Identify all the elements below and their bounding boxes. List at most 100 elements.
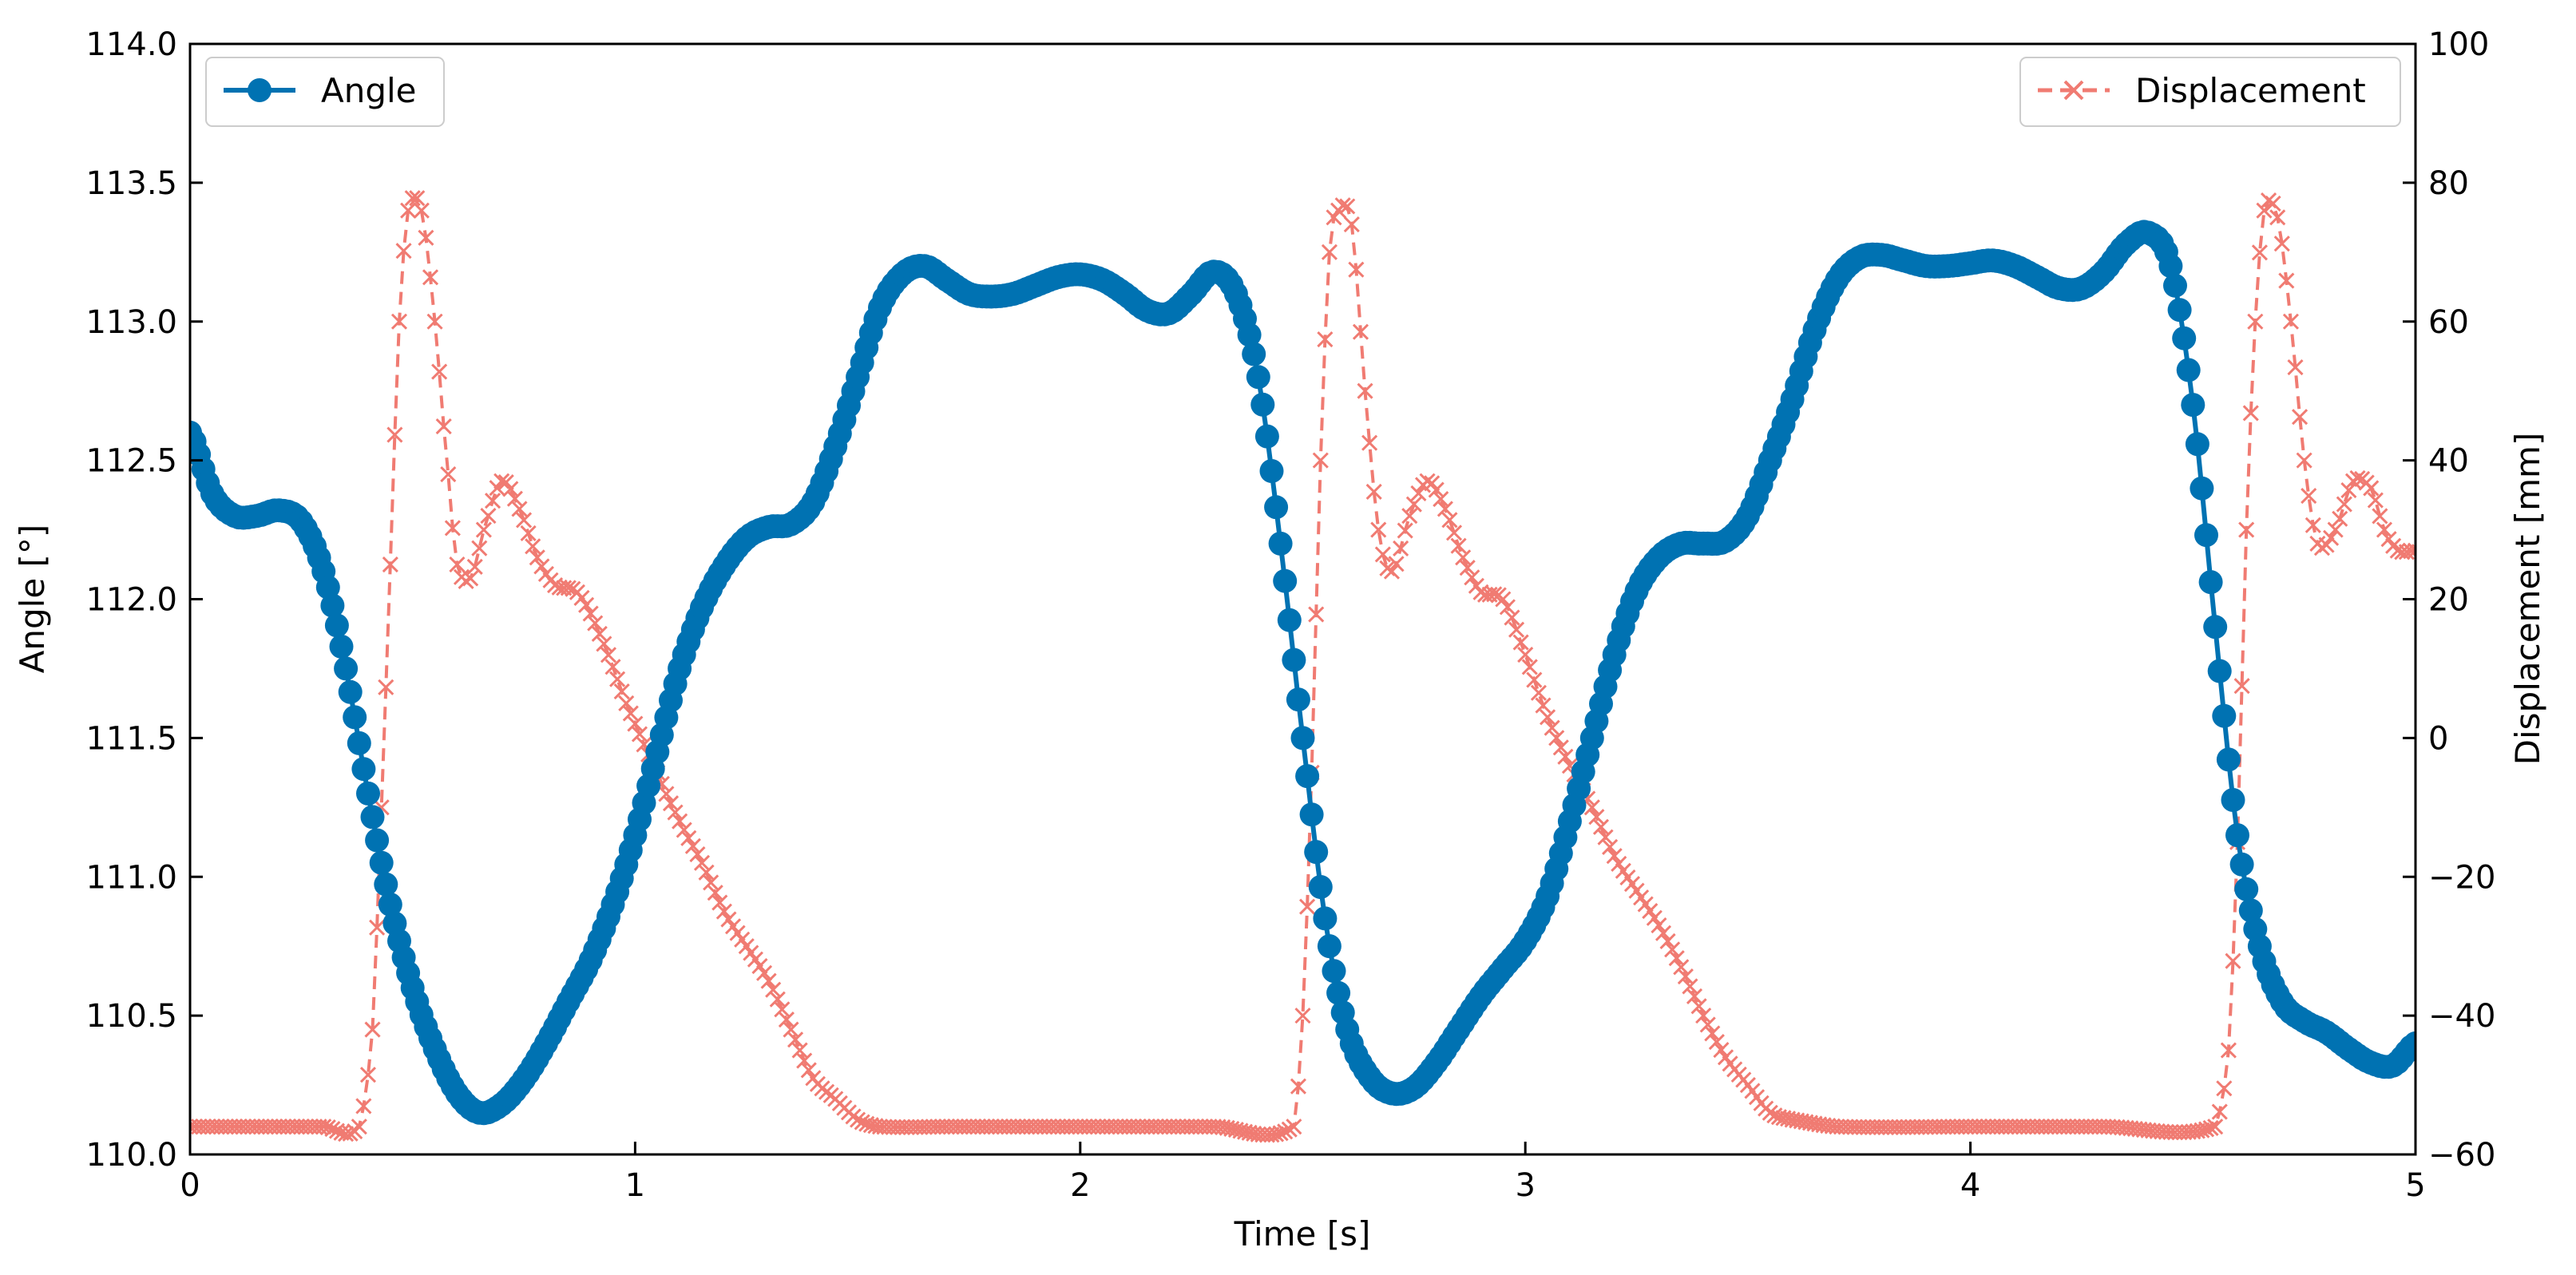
displacement-point <box>2287 359 2304 376</box>
displacement-point <box>658 786 675 802</box>
displacement-point <box>560 580 577 596</box>
angle-point <box>2158 254 2183 279</box>
displacement-point <box>435 418 452 435</box>
displacement-point <box>1428 481 1445 498</box>
displacement-point <box>680 830 697 846</box>
displacement-point <box>471 540 488 556</box>
legend-angle: Angle <box>205 57 445 127</box>
angle-point <box>2181 393 2205 418</box>
displacement-point <box>1592 818 1610 835</box>
displacement-point <box>1365 483 1382 500</box>
angle-point <box>2190 476 2214 501</box>
displacement-point <box>475 521 492 538</box>
displacement-point <box>1699 1016 1716 1033</box>
angle-point <box>1264 495 1289 520</box>
displacement-point <box>783 1021 799 1038</box>
displacement-point <box>662 795 680 812</box>
displacement-point <box>1535 697 1552 714</box>
displacement-point <box>1508 621 1525 638</box>
angle-point <box>2185 432 2209 457</box>
displacement-point <box>774 1001 791 1018</box>
displacement-point <box>2292 409 2308 426</box>
legend-angle-label: Angle <box>321 71 417 110</box>
angle-point <box>378 893 402 917</box>
displacement-point <box>355 1098 372 1115</box>
displacement-point <box>1682 978 1698 995</box>
y-left-tick-label: 114.0 <box>85 26 177 63</box>
displacement-point <box>1655 925 1672 941</box>
angle-point <box>324 613 349 638</box>
angle-point <box>1246 365 1270 390</box>
displacement-point <box>1646 909 1663 926</box>
displacement-point <box>2207 1119 2224 1135</box>
displacement-point <box>1606 848 1623 865</box>
displacement-point <box>378 679 394 695</box>
angle-point <box>1268 531 1293 556</box>
angle-point <box>2225 823 2249 848</box>
angle-point <box>2221 788 2245 812</box>
displacement-point <box>2363 480 2380 497</box>
displacement-point <box>2198 1121 2215 1138</box>
angle-point <box>1259 459 1284 483</box>
displacement-point <box>1308 606 1325 623</box>
displacement-point <box>1602 838 1619 856</box>
angle-point <box>1250 392 1275 417</box>
displacement-point <box>338 1126 355 1142</box>
displacement-point <box>1766 1107 1783 1124</box>
angle-point <box>369 850 394 875</box>
displacement-point <box>1651 917 1667 934</box>
displacement-point <box>2372 508 2388 525</box>
angle-point <box>2238 898 2263 923</box>
displacement-point <box>769 991 786 1008</box>
angle-point <box>1237 323 1262 347</box>
displacement-point <box>627 715 644 732</box>
displacement-point <box>2376 521 2393 538</box>
angle-point <box>1326 980 1351 1005</box>
displacement-point <box>533 558 550 575</box>
angle-point <box>1286 687 1310 712</box>
displacement-point <box>1272 1125 1289 1142</box>
angle-point <box>1308 875 1333 899</box>
displacement-point <box>1334 197 1351 214</box>
displacement-point <box>404 190 421 207</box>
displacement-point <box>591 625 608 643</box>
displacement-point <box>711 894 728 911</box>
displacement-point <box>2256 202 2273 219</box>
displacement-point <box>547 577 564 594</box>
displacement-point <box>800 1062 817 1079</box>
x-tick-label: 4 <box>1960 1167 1980 1204</box>
displacement-point <box>506 490 523 507</box>
displacement-point <box>515 512 533 529</box>
angle-point <box>2229 852 2254 877</box>
angle-point <box>365 828 390 853</box>
displacement-point <box>755 964 773 981</box>
displacement-point <box>1437 501 1453 517</box>
displacement-point <box>1557 748 1574 765</box>
series-layer <box>190 190 2415 1143</box>
displacement-point <box>319 1119 336 1136</box>
displacement-point <box>684 837 701 854</box>
displacement-point <box>1540 709 1556 726</box>
displacement-point <box>2305 517 2321 533</box>
displacement-point <box>328 1123 346 1139</box>
displacement-point <box>1472 584 1489 600</box>
y-left-tick-label: 113.0 <box>85 304 177 341</box>
displacement-point <box>1294 1008 1311 1024</box>
x-tick-label: 0 <box>180 1167 200 1204</box>
displacement-point <box>1588 809 1605 826</box>
displacement-point <box>791 1042 808 1059</box>
displacement-point <box>449 556 466 573</box>
angle-point <box>1242 342 1266 366</box>
displacement-point <box>1433 491 1449 508</box>
angle-point <box>360 805 385 830</box>
angle-point <box>2167 298 2192 323</box>
displacement-point <box>1611 855 1627 873</box>
displacement-point <box>342 1125 359 1142</box>
y-left-tick-label: 111.5 <box>85 720 177 757</box>
displacement-point <box>1659 932 1676 949</box>
displacement-point <box>1677 968 1694 985</box>
displacement-point <box>1521 659 1538 675</box>
x-axis-label: Time [s] <box>1234 1214 1371 1253</box>
displacement-point <box>1583 799 1600 816</box>
displacement-point <box>1281 1121 1298 1138</box>
